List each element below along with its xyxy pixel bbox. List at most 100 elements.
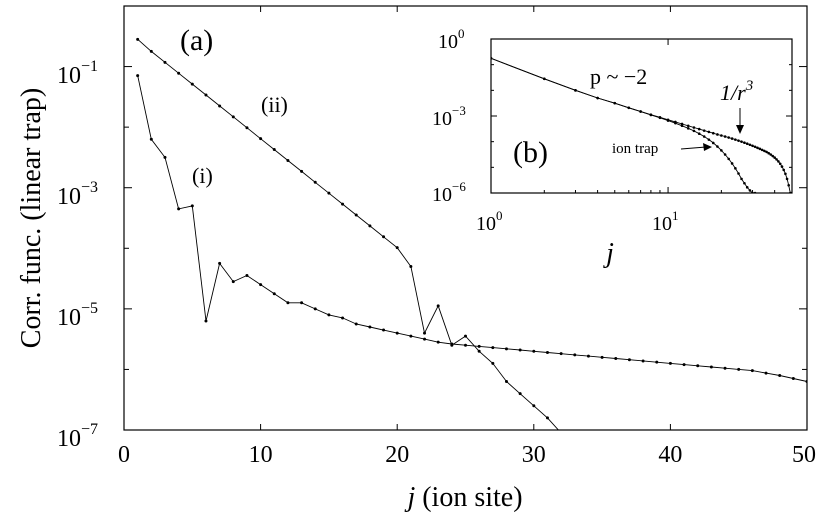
inset-series-ion-trap-point [723, 153, 727, 156]
inset-series-ion-trap-point [627, 106, 631, 110]
series-ii-point [464, 334, 467, 338]
inverse-cube-arrow [736, 108, 744, 134]
series-i-point [641, 359, 645, 363]
inverse-cube-base: 1/r [720, 80, 746, 105]
series-i-label: (i) [192, 163, 213, 188]
inset-series-ion-trap-point [743, 181, 746, 185]
series-i-point [737, 367, 741, 371]
inset-series-inverse-cube-point [773, 156, 776, 159]
series-ii-point [354, 213, 358, 217]
series-ii-label: (ii) [261, 92, 288, 117]
panel-a-x-tick-label: 0 [118, 442, 130, 468]
inset-series-inverse-cube-point [737, 139, 740, 142]
series-i-point [313, 307, 317, 311]
panel-a-x-tick-label: 20 [385, 442, 409, 468]
series-i-point [477, 344, 481, 348]
series-ii-point [518, 392, 522, 396]
series-ii-point [491, 361, 495, 365]
series-ii-point [560, 432, 563, 435]
series-i-point [573, 353, 577, 357]
inset-series-inverse-cube-point [777, 160, 780, 163]
inset-series-inverse-cube-point [775, 158, 778, 161]
series-i-point [436, 340, 440, 344]
inset-series-ion-trap-point [753, 191, 757, 193]
inset-series-ion-trap-point [748, 189, 752, 192]
series-i-point [559, 352, 563, 356]
series-i-point [177, 207, 181, 211]
inset-series-inverse-cube-point [782, 168, 786, 172]
panel-b-y-tick-label: 10−6 [432, 179, 466, 206]
panel-a-x-tick-label: 30 [522, 442, 546, 468]
inset-series-inverse-cube-point [745, 142, 749, 146]
inset-series-ion-trap-point [734, 167, 737, 170]
series-ii-point [300, 169, 304, 173]
inset-series-ion-trap-point [711, 141, 715, 145]
series-ii-point [149, 49, 153, 53]
inset-series-inverse-cube-point [702, 129, 706, 132]
inset-series-inverse-cube-point [730, 137, 734, 140]
panel-a-x-ticks [123, 6, 808, 430]
inset-series-inverse-cube-point [748, 143, 752, 147]
inset-series-ion-trap-point [649, 113, 653, 117]
series-ii-point [313, 180, 317, 184]
series-ii-point [272, 148, 276, 152]
inset-series-ion-trap-point [680, 124, 684, 128]
inset-series-inverse-cube-point [740, 140, 743, 143]
panel-b-series-group [491, 56, 792, 193]
inset-series-ion-trap-point [674, 121, 677, 125]
ion-trap-annotation: ion trap [612, 141, 658, 157]
inset-series-ion-trap-point [692, 129, 696, 133]
inset-series-inverse-cube-point [767, 151, 770, 155]
inset-series-ion-trap-point [686, 127, 690, 130]
inverse-cube-exponent: 3 [745, 78, 754, 94]
panel-b-y-tick-label: 10−3 [432, 103, 466, 130]
series-i-point [354, 322, 358, 326]
inset-series-inverse-cube-point [751, 144, 754, 148]
inset-series-ion-trap-point [491, 56, 493, 60]
inset-series-ion-trap-point [658, 116, 662, 120]
inset-series-ion-trap-point [639, 110, 642, 113]
series-i-point [149, 137, 153, 141]
panel-a-x-tick-label: 40 [658, 442, 682, 468]
panel-b-x-tick-label: 100 [476, 208, 503, 235]
panel-b-background [491, 39, 792, 193]
inset-series-inverse-cube-point [769, 153, 773, 156]
panel-a-frame [123, 5, 808, 431]
inset-series-ion-trap-point [697, 132, 701, 136]
inset-series-ion-trap-point [596, 96, 599, 100]
panel-a-y-tick-labels: 10−1 10−3 10−5 10−7 [57, 58, 98, 452]
panel-b-x-axis-label: j [603, 238, 614, 269]
inset-series-inverse-cube-point [716, 133, 719, 136]
series-i-point [190, 204, 194, 208]
series-ii-point [532, 404, 536, 408]
series-ii-point [286, 158, 290, 162]
series-i-point [750, 369, 754, 373]
panel-b-x-tick-labels: 100 101 [476, 208, 679, 235]
series-i-point [723, 366, 727, 370]
inset-series-inverse-cube-point [765, 150, 768, 154]
inset-series-ion-trap-point [613, 101, 617, 105]
inset-series-ion-trap-point [707, 138, 711, 141]
series-i-point [764, 371, 768, 375]
series-ii-point [327, 191, 331, 195]
inset-series-ion-trap-point [730, 162, 734, 165]
series-i-point [136, 74, 140, 78]
series-i-point [218, 261, 222, 265]
series-i-point [668, 361, 672, 365]
panel-a-y-tick-label: 10−7 [57, 421, 98, 452]
series-ii-point [218, 104, 222, 108]
panel-b-plot-area [491, 56, 792, 193]
series-i-point [231, 280, 235, 284]
panel-a: 0 10 20 30 40 50 10−1 10−3 10−5 10−7 Cor… [16, 5, 816, 513]
series-i-point [341, 316, 345, 320]
series-i-point [614, 357, 618, 361]
series-i-point [259, 283, 263, 287]
inset-series-ion-trap-point [702, 135, 706, 138]
inset-series-ion-trap-point [740, 177, 743, 181]
panel-a-y-tick-label: 10−1 [57, 58, 98, 89]
panel-a-label: (a) [180, 24, 213, 57]
series-i-point [409, 334, 413, 338]
series-i-point [491, 346, 495, 350]
series-i-point [245, 274, 249, 278]
series-i-point [464, 343, 467, 347]
